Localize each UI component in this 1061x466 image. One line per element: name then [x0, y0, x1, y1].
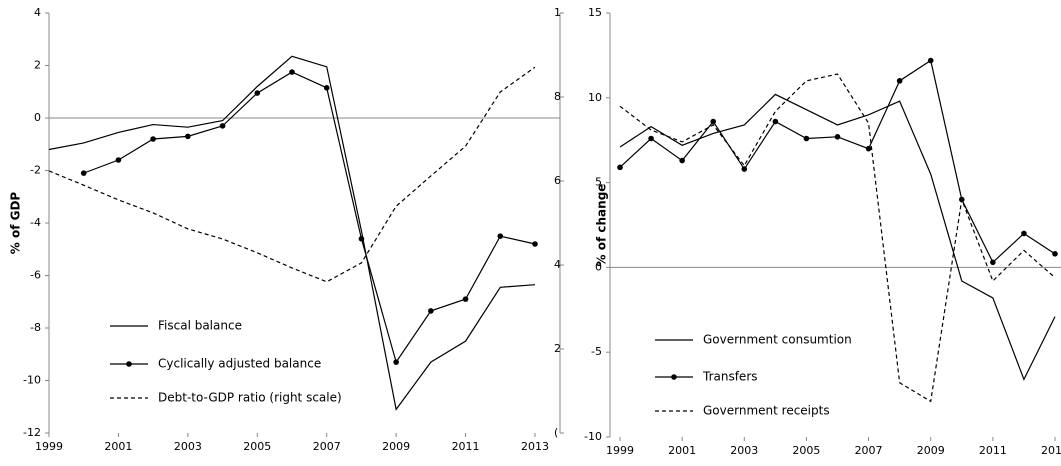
y-axis-label: % of change: [595, 184, 609, 267]
point: [772, 118, 779, 125]
point: [219, 123, 226, 129]
point: [834, 134, 841, 140]
point: [358, 235, 365, 242]
point: [896, 78, 903, 84]
x-tick-label: 2011: [979, 444, 1007, 457]
x-tick-label: 1999: [35, 440, 63, 453]
point: [617, 164, 623, 171]
x-tick-label: 2007: [855, 444, 883, 457]
y-tick-label: -2: [30, 164, 41, 177]
y-tick-label: 0: [34, 111, 41, 124]
x-tick-label: 2009: [382, 440, 410, 453]
x-tick-label: 2011: [452, 440, 480, 453]
y-tick-label: 0: [595, 260, 602, 273]
y-tick-label: -10: [23, 374, 41, 387]
y-tick-label: 2: [34, 59, 41, 72]
x-tick-label: 2005: [243, 440, 271, 453]
point: [1021, 230, 1027, 237]
y-tick-label: -12: [23, 426, 41, 439]
point: [710, 118, 717, 125]
y-tick-label: -4: [30, 216, 41, 229]
point: [679, 157, 685, 164]
point: [1052, 251, 1058, 257]
legend-label: Fiscal balance: [158, 319, 242, 333]
series-line: [619, 73, 1056, 403]
point: [393, 359, 399, 365]
y-tick-label: 4: [34, 6, 41, 19]
series-line: [48, 66, 536, 283]
y-tick-label: 15: [588, 6, 602, 19]
y-tick-label: -5: [591, 345, 602, 358]
x-tick-label: 2003: [174, 440, 202, 453]
point: [254, 90, 261, 96]
point: [497, 233, 504, 239]
y-tick-label: -8: [30, 321, 41, 334]
legend-marker: [671, 374, 677, 380]
series-line: [83, 71, 536, 364]
point: [741, 166, 748, 172]
point: [323, 85, 330, 91]
x-tick-label: 2009: [917, 444, 945, 457]
legend-label: Government receipts: [703, 404, 830, 418]
point: [865, 145, 872, 152]
series-line: [619, 93, 1056, 381]
x-tick-label: 2001: [104, 440, 132, 453]
point: [80, 170, 87, 176]
series-line: [619, 59, 1056, 264]
legend-label: Government consumtion: [703, 333, 852, 347]
legend-label: Transfers: [702, 370, 758, 384]
y-tick-label: -10: [584, 430, 602, 443]
x-tick-label: 2007: [313, 440, 341, 453]
point: [115, 157, 122, 163]
x-tick-label: 2013: [1041, 444, 1061, 457]
y2-tick-label: 1: [554, 6, 561, 19]
point: [462, 296, 469, 302]
y-axis-label: % of GDP: [9, 192, 23, 255]
y-tick-label: 10: [588, 91, 602, 104]
legend-label: Debt-to-GDP ratio (right scale): [158, 391, 342, 405]
point: [803, 135, 810, 142]
point: [150, 136, 156, 142]
x-tick-label: 1999: [606, 444, 634, 457]
point: [185, 133, 191, 140]
point: [990, 259, 996, 266]
y-tick-label: 5: [595, 176, 602, 189]
y2-tick-label: 4: [554, 258, 561, 271]
point: [648, 135, 654, 142]
point: [927, 57, 934, 64]
x-tick-label: 2005: [792, 444, 820, 457]
x-tick-label: 2003: [730, 444, 758, 457]
legend-marker: [126, 361, 132, 367]
point: [289, 69, 295, 75]
y2-tick-label: 2: [554, 342, 561, 355]
point: [428, 308, 434, 314]
y-tick-label: -6: [30, 269, 41, 282]
x-tick-label: 2001: [668, 444, 696, 457]
point: [532, 241, 538, 247]
x-tick-label: 2013: [521, 440, 549, 453]
legend-label: Cyclically adjusted balance: [158, 357, 321, 371]
y2-tick-label: (: [554, 426, 558, 439]
y2-tick-label: 6: [554, 174, 561, 187]
y2-tick-label: 8: [554, 90, 561, 103]
series-line: [48, 55, 536, 411]
